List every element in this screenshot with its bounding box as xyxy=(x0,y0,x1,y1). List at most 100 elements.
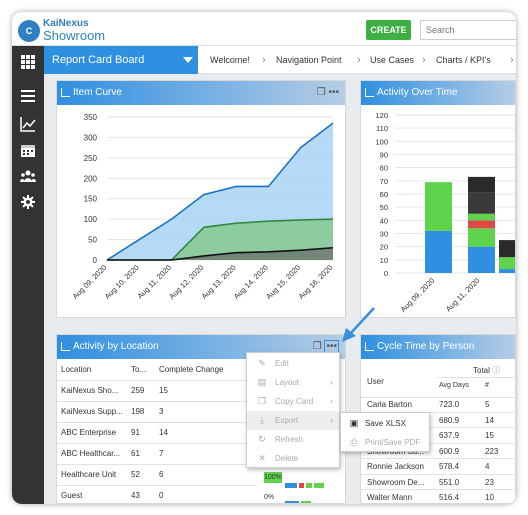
menu-item-copy-card[interactable]: ❐ Copy Card › xyxy=(247,392,339,411)
table-cell: 600.9 xyxy=(439,446,460,456)
avg-days-header[interactable]: Avg Days xyxy=(439,382,469,389)
x-tick-label: Aug 11, 2020 xyxy=(444,276,482,314)
table-cell: 3 xyxy=(155,401,257,423)
info-icon[interactable]: ⓘ xyxy=(492,366,501,375)
table-cell: 14 xyxy=(155,422,257,444)
layout-icon: ▤ xyxy=(257,377,267,387)
search-input[interactable] xyxy=(420,20,516,40)
bar-segment xyxy=(499,269,515,273)
chart-header-icon xyxy=(61,88,70,97)
more-icon[interactable]: ••• xyxy=(324,340,339,353)
table-row[interactable]: ABC Healthcar... 61 7 xyxy=(57,443,257,465)
menu-item-export[interactable]: ⤓ Export › xyxy=(247,411,339,430)
menu-item-edit[interactable]: ✎ Edit xyxy=(247,354,339,373)
table-row[interactable]: Ronnie Jackson 578.4 4 xyxy=(361,459,515,475)
grid-icon[interactable] xyxy=(20,54,36,70)
table-row[interactable]: KaiNexus Supp... 198 3 xyxy=(57,401,257,423)
y-tick-label: 120 xyxy=(375,111,388,120)
annotation-arrow xyxy=(342,307,375,342)
board-selector[interactable]: Report Card Board xyxy=(44,46,198,74)
column-header[interactable]: Location xyxy=(57,359,127,381)
top-bar: C KaiNexus Showroom CREATE xyxy=(12,12,516,46)
total-label: Total xyxy=(473,366,490,375)
bar-segment xyxy=(468,228,495,247)
table-row[interactable]: Carla Barton 723.0 5 xyxy=(361,397,515,413)
table-cell: 7 xyxy=(155,443,257,465)
count-header[interactable]: # xyxy=(485,382,489,389)
create-button[interactable]: CREATE xyxy=(366,20,411,40)
column-header[interactable]: Complete Change xyxy=(155,359,257,381)
table-row[interactable]: Walter Mann 516.4 10 xyxy=(361,490,515,503)
table-cell: 6 xyxy=(155,464,257,486)
app-window: C KaiNexus Showroom CREATE Report Card B… xyxy=(12,12,516,504)
table-row[interactable]: Guest 43 0 xyxy=(57,485,257,503)
tab-use-cases[interactable]: Use Cases xyxy=(370,55,415,65)
tab-navigation-point[interactable]: Navigation Point xyxy=(276,55,342,65)
total-column-header[interactable]: Total ⓘ xyxy=(473,365,500,376)
table-cell: 637.9 xyxy=(439,431,460,440)
delete-icon: ✕ xyxy=(258,453,266,463)
y-tick-label: 60 xyxy=(380,190,388,199)
copy-icon[interactable]: ❐ xyxy=(316,87,326,98)
column-header[interactable]: To... xyxy=(127,359,155,381)
bar-segment xyxy=(468,176,495,193)
card-context-menu: ✎ Edit ▤ Layout › ❐ Copy Card › ⤓ Export › ↻ Refresh… xyxy=(246,352,340,468)
save-xlsx-item[interactable]: ▣ Save XLSX xyxy=(341,414,429,433)
series-line xyxy=(107,246,334,261)
activity-over-time-chart: 0 10 20 30 40 50 60 70 80 90 100 110 120 Aug 09, 2020… xyxy=(375,111,515,314)
board-selector-label: Report Card Board xyxy=(52,54,145,66)
menu-item-delete[interactable]: ✕ Delete xyxy=(247,449,339,468)
menu-item-refresh[interactable]: ↻ Refresh xyxy=(247,430,339,449)
table-cell: ABC Healthcar... xyxy=(57,443,127,465)
table-cell: 723.0 xyxy=(439,400,460,409)
board-navbar: Report Card Board Welcome! › Navigation … xyxy=(44,46,516,74)
bar-segment xyxy=(499,257,515,270)
chevron-right-icon: › xyxy=(330,415,333,425)
table-row[interactable]: ABC Enterprise 91 14 xyxy=(57,422,257,444)
y-tick-label: 100 xyxy=(375,137,388,146)
y-tick-label: 80 xyxy=(380,164,388,173)
menu-item-layout[interactable]: ▤ Layout › xyxy=(247,373,339,392)
mini-bars xyxy=(285,483,325,488)
more-icon[interactable]: ••• xyxy=(328,87,339,98)
bar-segment xyxy=(468,246,495,273)
menu-item-label: Layout xyxy=(275,378,300,387)
gear-icon[interactable] xyxy=(20,194,36,210)
table-cell: Ronnie Jackson xyxy=(367,462,424,471)
table-cell: 23 xyxy=(485,477,494,487)
activity-over-time-card: Activity Over Time 0 10 20 30 40 50 60 70 80 90 10… xyxy=(360,80,516,318)
chart-icon[interactable] xyxy=(20,116,36,132)
menu-item-label: Copy Card xyxy=(275,397,314,406)
y-tick-label: 70 xyxy=(380,177,388,186)
y-tick-label: 40 xyxy=(380,216,388,225)
x-tick-label: Aug 16, 2020 xyxy=(296,263,334,301)
chevron-right-icon: › xyxy=(422,54,426,66)
people-icon[interactable] xyxy=(20,168,36,184)
table-row[interactable]: KaiNexus Sho... 259 15 xyxy=(57,380,257,402)
calendar-icon[interactable] xyxy=(20,142,36,158)
series-line xyxy=(106,122,334,261)
table-cell: ABC Enterprise xyxy=(57,422,127,444)
bar-segment xyxy=(499,240,515,258)
percent-label: 0% xyxy=(264,494,275,501)
y-tick-label: 100 xyxy=(84,215,98,224)
card-header: Item Curve ❐ ••• xyxy=(57,81,345,105)
table-row[interactable]: Showroom De... 551.0 23 xyxy=(361,475,515,490)
user-column-header[interactable]: User xyxy=(367,377,384,386)
refresh-icon: ↻ xyxy=(258,434,266,444)
print-pdf-item[interactable]: ⎙ Print/Save PDF xyxy=(341,433,429,452)
y-tick-label: 350 xyxy=(84,113,98,122)
table-row[interactable]: Healthcare Unit 52 6 xyxy=(57,464,257,486)
app-logo[interactable]: C xyxy=(18,20,40,42)
table-cell: Showroom De... xyxy=(367,477,425,487)
save-xlsx-label: Save XLSX xyxy=(365,419,406,428)
list-icon[interactable] xyxy=(20,88,36,104)
percent-bar: 100% xyxy=(264,472,282,483)
copy-icon[interactable]: ❐ xyxy=(312,341,322,352)
table-cell: 5 xyxy=(485,400,490,409)
table-cell: 223 xyxy=(485,446,499,456)
menu-item-label: Export xyxy=(275,416,299,425)
table-cell: 259 xyxy=(127,380,155,402)
tab-welcome[interactable]: Welcome! xyxy=(210,55,250,65)
tab-charts-kpis[interactable]: Charts / KPI's xyxy=(436,55,491,65)
